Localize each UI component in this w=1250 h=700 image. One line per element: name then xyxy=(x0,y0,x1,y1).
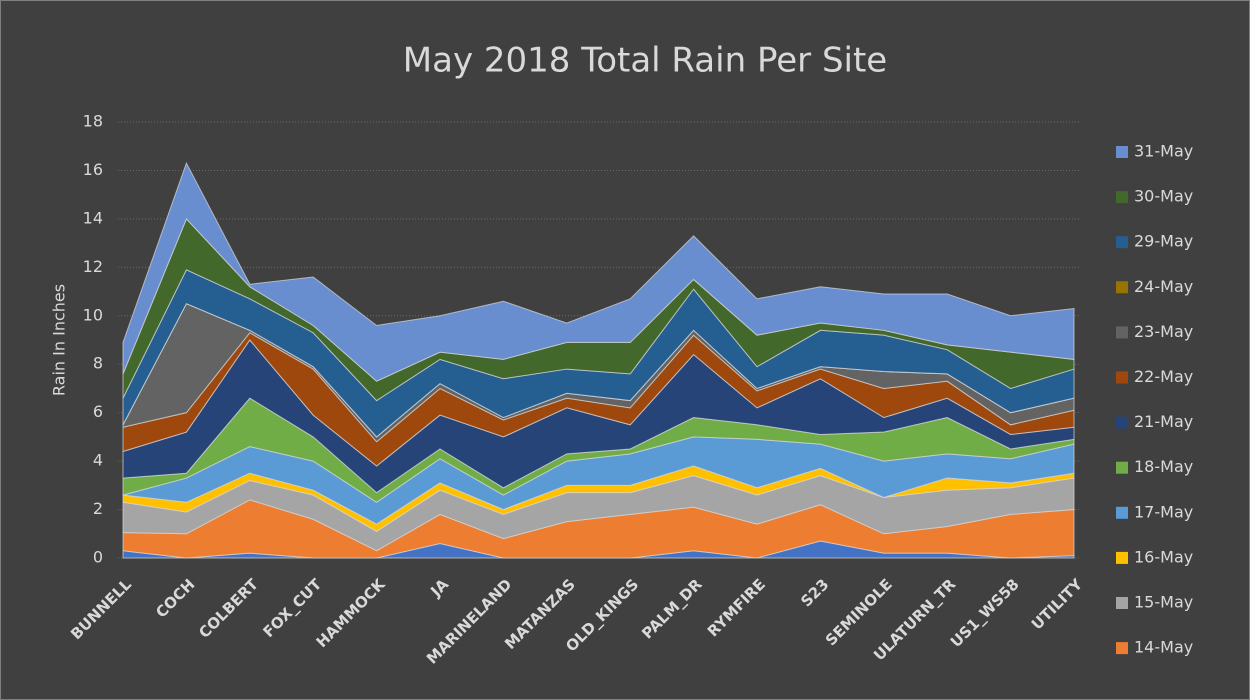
legend-swatch xyxy=(1116,146,1128,158)
legend-swatch xyxy=(1116,506,1128,519)
legend-swatch xyxy=(1116,281,1128,294)
y-tick-label: 0 xyxy=(93,548,103,567)
y-tick-label: 4 xyxy=(93,451,103,470)
y-tick-label: 2 xyxy=(93,499,103,518)
legend-label: 16-May xyxy=(1134,547,1193,566)
y-axis-label: Rain In Inches xyxy=(50,284,69,396)
legend-label: 22-May xyxy=(1134,367,1193,386)
legend-swatch xyxy=(1116,191,1128,204)
area xyxy=(122,161,1075,382)
y-tick-label: 8 xyxy=(93,354,103,373)
y-tick-label: 6 xyxy=(93,402,103,421)
chart-title: May 2018 Total Rain Per Site xyxy=(403,41,887,81)
legend-label: 15-May xyxy=(1134,593,1193,612)
y-tick-label: 18 xyxy=(83,112,103,131)
y-tick-label: 16 xyxy=(83,160,103,179)
legend-label: 30-May xyxy=(1134,187,1193,206)
legend-label: 17-May xyxy=(1134,502,1193,521)
legend-swatch xyxy=(1116,551,1128,564)
legend-label: 24-May xyxy=(1134,277,1193,296)
legend-swatch xyxy=(1116,642,1128,655)
y-tick-label: 14 xyxy=(83,208,103,227)
legend-label: 29-May xyxy=(1134,232,1193,251)
legend-label: 14-May xyxy=(1134,638,1193,657)
legend-swatch xyxy=(1116,461,1128,474)
y-tick-label: 12 xyxy=(83,257,103,276)
legend-swatch xyxy=(1116,597,1128,609)
legend-label: 23-May xyxy=(1134,322,1193,341)
legend-label: 18-May xyxy=(1134,457,1193,476)
legend-swatch xyxy=(1116,326,1128,339)
y-tick-label: 10 xyxy=(83,305,103,324)
legend-label: 31-May xyxy=(1134,142,1193,161)
legend-swatch xyxy=(1116,236,1128,249)
legend-label: 21-May xyxy=(1134,412,1193,431)
legend-swatch xyxy=(1116,416,1128,429)
legend-swatch xyxy=(1116,371,1128,384)
